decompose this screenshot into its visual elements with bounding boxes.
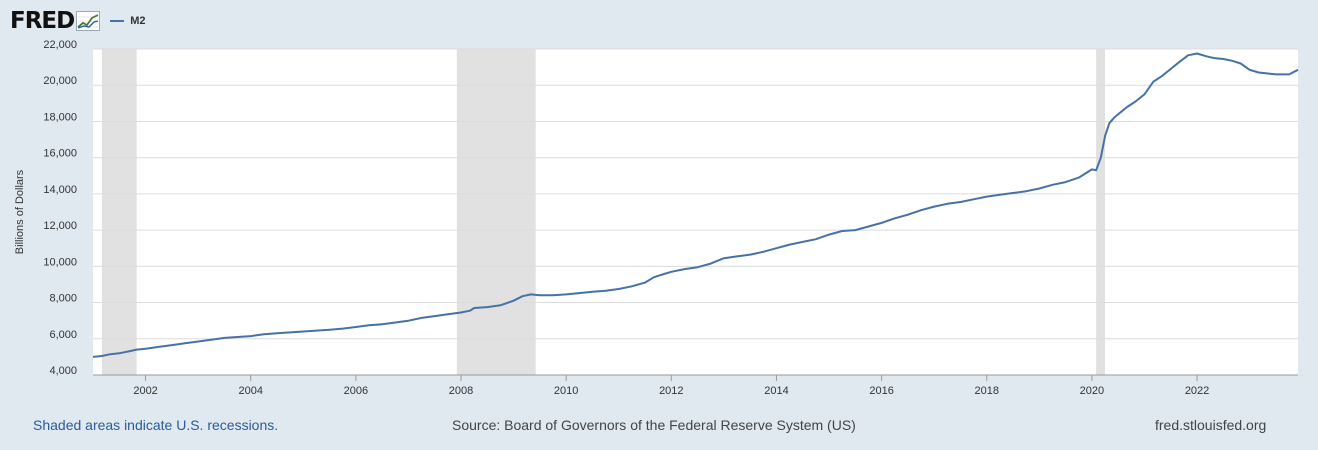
series-layer	[92, 52, 1299, 358]
x-tick-label: 2010	[554, 385, 578, 397]
plot-area	[93, 49, 1298, 375]
y-tick-label: 14,000	[43, 184, 77, 196]
chart: 4,000 6,000 8,000 10,000 12,000 14,000 16,000 1…	[14, 39, 1299, 397]
y-tick-label: 10,000	[43, 256, 77, 268]
x-tick-label: 2008	[449, 385, 473, 397]
y-axis-title: Billions of Dollars	[14, 169, 26, 254]
x-tick-label: 2002	[133, 385, 157, 397]
recession-band-2	[456, 49, 536, 375]
x-tick-label: 2020	[1080, 385, 1104, 397]
x-tick-label: 2012	[659, 385, 683, 397]
x-tick-label: 2018	[975, 385, 999, 397]
recession-note-link[interactable]: Shaded areas indicate U.S. recessions.	[33, 417, 279, 433]
recession-band-1	[101, 49, 137, 375]
legend[interactable]: M2	[110, 15, 146, 27]
x-tick-label: 2016	[869, 385, 893, 397]
y-tick-label: 22,000	[43, 39, 77, 51]
x-tick-label: 2014	[764, 385, 788, 397]
x-tick-label: 2006	[344, 385, 368, 397]
y-tick-label: 8,000	[49, 293, 77, 305]
y-tick-label: 20,000	[43, 75, 77, 87]
source-note: Source: Board of Governors of the Federa…	[452, 417, 856, 433]
site-url[interactable]: fred.stlouisfed.org	[1155, 417, 1267, 433]
y-tick-label: 12,000	[43, 220, 77, 232]
line-chart-icon	[76, 11, 101, 31]
x-axis: 2002 2004 2006 2008 2010 2012 2014 2016 2018 2020…	[93, 374, 1298, 397]
y-tick-label: 16,000	[43, 148, 77, 160]
fred-logo[interactable]: FRED	[10, 7, 75, 34]
x-tick-label: 2022	[1185, 385, 1209, 397]
recession-layer	[101, 49, 1106, 375]
x-tick-label: 2004	[238, 385, 262, 397]
y-tick-label: 6,000	[49, 329, 77, 341]
y-axis: 4,000 6,000 8,000 10,000 12,000 14,000 16,000 1…	[43, 39, 77, 377]
legend-swatch	[110, 20, 125, 22]
legend-label-m2: M2	[130, 15, 146, 27]
header: FRED M2	[10, 8, 146, 34]
recession-band-3	[1096, 49, 1106, 375]
y-tick-label: 4,000	[49, 365, 77, 377]
y-tick-label: 18,000	[43, 111, 77, 123]
series-line-m2	[92, 52, 1299, 358]
